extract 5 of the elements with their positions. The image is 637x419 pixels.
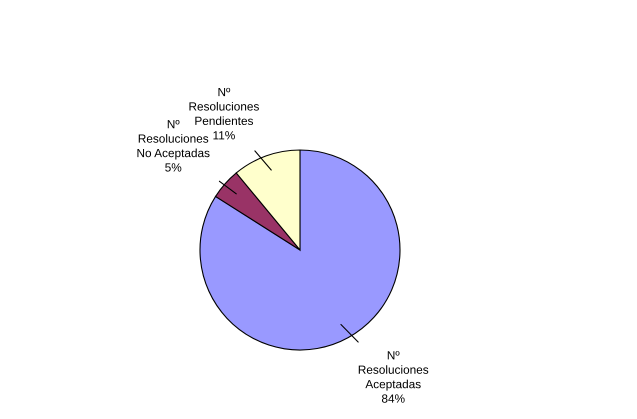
data-label: 84% bbox=[382, 394, 405, 403]
data-label: 5% bbox=[165, 163, 182, 172]
data-label: 11% bbox=[213, 131, 235, 140]
slice-label: Nº Resoluciones Pendientes bbox=[189, 88, 259, 126]
slice-label: Nº Resoluciones Aceptadas bbox=[358, 351, 428, 391]
